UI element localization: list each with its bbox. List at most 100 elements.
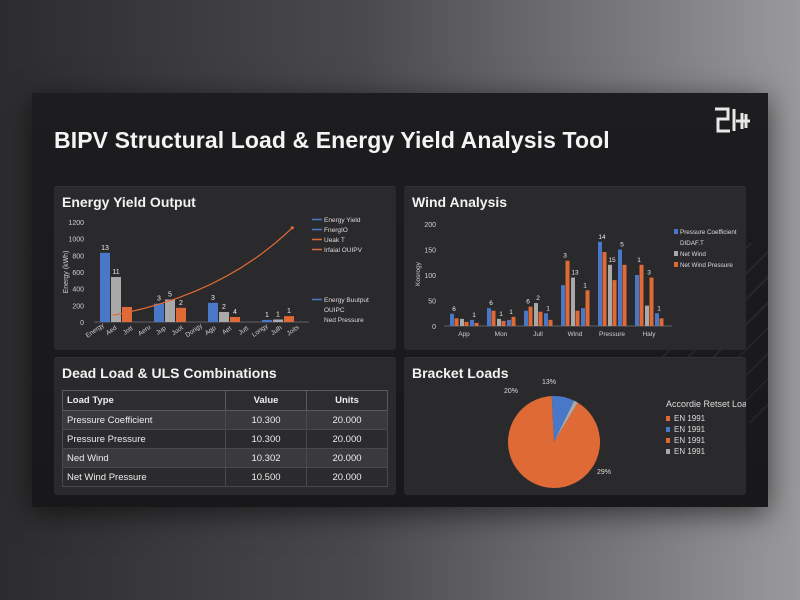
bar-data-label: 14 (598, 234, 606, 241)
table-row: Net Wind Pressure 10.500 20.000 (62, 467, 389, 487)
y-tick-label: 50 (428, 299, 436, 306)
wind-bar (460, 318, 464, 326)
legend-label: EN 1991 (674, 414, 706, 423)
header-load-type: Load Type (62, 390, 226, 411)
bracket-loads-chart: 20% 13% 29% Accordie Retset Loads EN 1991 EN … (504, 379, 746, 488)
wind-bar (561, 285, 565, 326)
energy-yield-title: Energy Yield Output (62, 194, 196, 210)
wind-bar (450, 313, 454, 326)
bar-data-label: 3 (157, 296, 161, 303)
bar-data-label: 6 (489, 300, 493, 307)
bar-data-label: 2 (179, 300, 183, 307)
y-axis-label: Kosrogy (415, 261, 422, 286)
legend-label: EN 1991 (674, 436, 706, 445)
wind-analysis-title: Wind Analysis (412, 194, 508, 210)
wind-bar (544, 313, 548, 326)
legend-label: Energy Buutput (324, 297, 369, 304)
wind-bar (511, 316, 516, 326)
y-tick-label: 1200 (68, 220, 84, 227)
legend-label: EN 1991 (674, 447, 706, 456)
bar-data-label: 6 (452, 306, 456, 313)
x-tick-label: Pressure (599, 331, 625, 338)
wind-bar (464, 321, 469, 326)
uls-combinations-table: Load Type Value Units Pressure Coefficie… (62, 390, 389, 487)
legend-label: Energy Yield (324, 217, 361, 224)
bar-data-label: 2 (222, 304, 226, 311)
wind-bar (608, 264, 612, 326)
wind-bar (528, 306, 533, 326)
x-tick-label: Jull (533, 331, 543, 338)
wind-bar (565, 260, 570, 326)
x-tick-label: Aet (221, 325, 233, 336)
header-value: Value (225, 390, 307, 411)
bar-data-label: 3 (647, 270, 651, 277)
units-cell: 20.000 (305, 429, 389, 449)
energy-bar (219, 312, 229, 322)
wind-bar (487, 308, 491, 326)
y-tick-label: 1000 (68, 237, 84, 244)
trend-line (112, 227, 293, 316)
bar-data-label: 11 (112, 269, 119, 276)
energy-bar (273, 319, 283, 322)
energy-bar (208, 302, 218, 322)
dashboard-frame: BIPV Structural Load & Energy Yield Anal… (32, 93, 768, 507)
wind-bar (524, 310, 528, 326)
wind-bar (655, 313, 659, 326)
energy-bar (111, 277, 121, 322)
load-type-cell: Net Wind Pressure (62, 467, 226, 487)
energy-bar (230, 317, 240, 322)
bar-data-label: 1 (472, 312, 476, 319)
wind-bar (470, 319, 474, 326)
units-cell: 20.000 (305, 467, 389, 487)
x-tick-label: Jutt (237, 325, 250, 337)
energy-bar (100, 252, 110, 322)
wind-bar (635, 275, 639, 326)
legend-swatch (674, 229, 678, 234)
bar-data-label: 5 (168, 292, 172, 299)
x-tick-label: Longy (251, 322, 270, 338)
bar-data-label: 1 (287, 308, 291, 315)
value-cell: 10.300 (225, 429, 307, 449)
value-cell: 10.302 (225, 448, 307, 468)
wind-bar (501, 320, 506, 326)
wind-bar (649, 277, 654, 326)
wind-bar (571, 277, 575, 326)
legend-swatch (666, 449, 670, 454)
pie-slice (508, 396, 600, 488)
wind-bar (598, 241, 602, 326)
wind-bar (491, 310, 496, 326)
bar-data-label: 5 (620, 242, 624, 249)
value-cell: 10.500 (225, 467, 307, 487)
legend-label: Irfaial OUIPV (324, 247, 363, 254)
x-tick-label: Joits (286, 324, 302, 338)
dead-load-title: Dead Load & ULS Combinations (62, 365, 277, 381)
y-tick-label: 200 (72, 303, 84, 310)
x-tick-label: Haly (642, 331, 656, 338)
load-type-cell: Pressure Pressure (62, 429, 226, 449)
wind-bar (497, 318, 501, 326)
brand-logo-icon (715, 107, 750, 133)
bar-data-label: 1 (265, 312, 269, 319)
energy-bar (262, 319, 272, 322)
x-tick-label: App (458, 331, 470, 338)
bar-data-label: 1 (276, 312, 280, 319)
legend-title: Accordie Retset Loads (666, 399, 746, 409)
x-tick-label: Aed (105, 324, 119, 337)
wind-bar (659, 318, 664, 326)
x-tick-label: Juot (171, 324, 185, 337)
units-cell: 20.000 (305, 448, 389, 468)
bar-data-label: 1 (657, 305, 661, 312)
legend-label: FnergIO (324, 227, 348, 234)
legend-label: OUIPC (324, 307, 345, 314)
wind-bar (602, 252, 607, 326)
bar-data-label: 2 (536, 295, 540, 302)
x-tick-label: Agp (204, 324, 218, 337)
x-tick-label: Dorigy (184, 322, 204, 339)
y-tick-label: 0 (432, 324, 436, 331)
wind-bar (548, 319, 553, 326)
x-tick-label: Jott (122, 325, 135, 337)
wind-analysis-panel: Wind Analysis 200 150 100 50 0 Kosrogy 6 1 App 6 1… (404, 186, 746, 350)
bar-data-label: 1 (499, 311, 503, 318)
y-tick-label: 150 (424, 248, 436, 255)
